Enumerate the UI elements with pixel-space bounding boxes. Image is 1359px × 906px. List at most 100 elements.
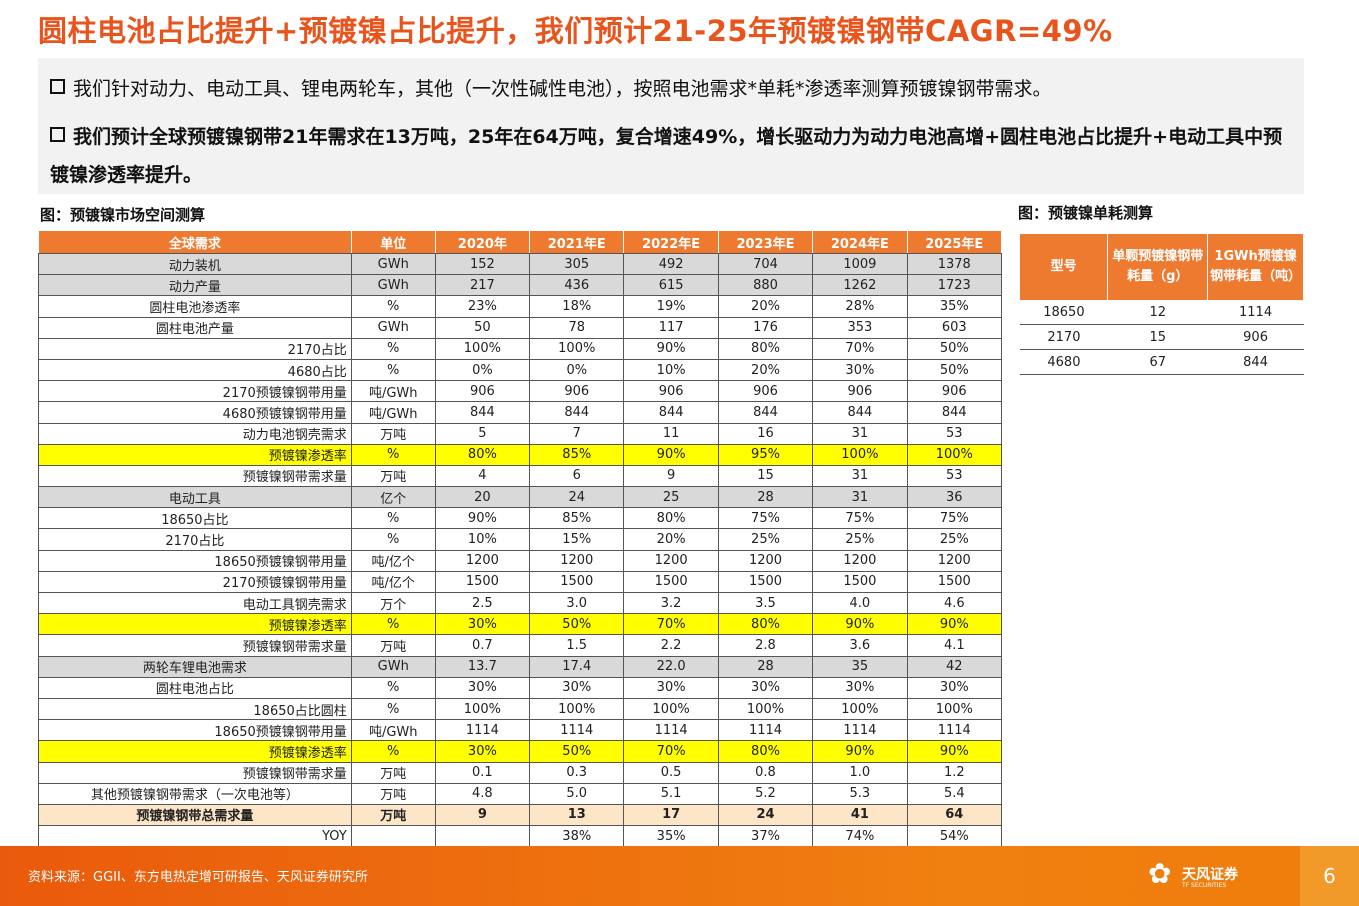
table-cell: 18%: [529, 295, 625, 318]
table-cell: 1500: [812, 570, 908, 594]
table-cell: 67: [1107, 349, 1208, 375]
square-bullet-icon: [50, 79, 65, 94]
table-row: 两轮车锂电池需求 GWh 13.7 17.4 22.0 28 35 42: [38, 655, 1003, 678]
table-cell: 20: [434, 486, 531, 509]
table-cell: 15%: [529, 528, 625, 551]
table-cell: 70%: [623, 740, 719, 763]
table-cell: 704: [717, 252, 814, 276]
row-label: 动力产量: [38, 274, 352, 297]
table-cell: 50%: [906, 358, 1003, 382]
column-header: 型号: [1020, 234, 1109, 300]
table-cell: 30%: [812, 358, 908, 382]
row-unit: %: [350, 740, 436, 763]
table-cell: 4680: [1020, 349, 1108, 375]
table-cell: 53: [906, 464, 1003, 488]
table-cell: 100%: [434, 697, 531, 721]
table-cell: 4.6: [906, 591, 1003, 615]
table-cell: 3.0: [529, 591, 625, 615]
market-size-table: 全球需求 单位 2020年 2021年E 2022年E 2023年E 2024年E 2025年…: [38, 230, 1003, 848]
row-unit: %: [350, 528, 436, 551]
table-cell: 6: [529, 464, 625, 488]
slide-title: 圆柱电池占比提升+预镀镍占比提升，我们预计21-25年预镀镍钢带CAGR=49%: [38, 14, 1113, 48]
table-cell: 38%: [529, 825, 625, 848]
table-cell: 30%: [434, 676, 531, 699]
table-cell: 603: [906, 316, 1003, 339]
table-row: 4680预镀镍钢带用量 吨/GWh 844 844 844 844 844 844: [38, 401, 1003, 424]
table-cell: 80%: [717, 740, 814, 763]
row-unit: GWh: [350, 655, 436, 678]
table-cell: 10%: [434, 528, 531, 551]
row-label: 18650占比: [38, 507, 352, 530]
table-cell: 30%: [434, 740, 531, 763]
table-row: 圆柱电池产量 GWh 50 78 117 176 353 603: [38, 316, 1003, 339]
table-row: 2170预镀镍钢带用量 吨/GWh 906 906 906 906 906 906: [38, 380, 1003, 403]
row-unit: 万吨: [350, 803, 436, 827]
row-unit: 万吨: [350, 761, 436, 784]
table-cell: 23%: [434, 295, 531, 318]
table-cell: 30%: [529, 676, 625, 699]
table-row: 动力装机 GWh 152 305 492 704 1009 1378: [38, 252, 1003, 276]
table-cell: 5.4: [906, 782, 1003, 805]
table-row: 圆柱电池渗透率% 23% 18% 19% 20% 28% 35%: [38, 295, 1003, 318]
row-label: 圆柱电池占比: [38, 676, 352, 699]
table-cell: 1723: [906, 274, 1003, 297]
row-label: 预镀镍渗透率: [38, 740, 352, 763]
table-cell: 28: [717, 486, 814, 509]
table-cell: 100%: [906, 697, 1003, 721]
table-cell: 13: [529, 803, 625, 827]
table-cell: 844: [812, 401, 908, 424]
table-row: 2170占比% 100% 100% 90% 80% 70% 50%: [38, 337, 1003, 360]
table-cell: 217: [434, 274, 531, 297]
table-cell: 25%: [717, 528, 814, 551]
table-cell: 24: [717, 803, 814, 827]
table-cell: 9: [434, 803, 531, 827]
row-unit: %: [350, 443, 436, 466]
row-unit: 万吨: [350, 464, 436, 488]
row-label: 2170预镀镍钢带用量: [38, 380, 352, 403]
table-cell: 15: [717, 464, 814, 488]
table-cell: 1500: [717, 570, 814, 594]
table-cell: 2.8: [717, 634, 814, 657]
table-row: 4680 67 844: [1020, 349, 1304, 375]
table-cell: 30%: [906, 676, 1003, 699]
table-cell: 5: [434, 422, 531, 445]
column-header: 2022年E: [623, 230, 719, 254]
column-header: 2020年: [434, 230, 531, 254]
table-cell: 15: [1107, 324, 1208, 350]
table-cell: 880: [717, 274, 814, 297]
table-cell: 64: [906, 803, 1003, 827]
table-cell: 22.0: [623, 655, 719, 678]
table-cell: [434, 825, 531, 848]
column-header: 单位: [350, 230, 436, 254]
table-cell: 844: [717, 401, 814, 424]
column-header: 全球需求: [38, 230, 352, 254]
row-unit: 万吨: [350, 782, 436, 805]
table-cell: 1378: [906, 252, 1003, 276]
table-cell: 305: [529, 252, 625, 276]
row-label: 预镀镍钢带需求量: [38, 634, 352, 657]
row-label: 预镀镍渗透率: [38, 613, 352, 636]
table-cell: 906: [906, 380, 1003, 403]
table-cell: 2170: [1020, 324, 1108, 350]
source-note: 资料来源：GGII、东方电热定增可研报告、天风证券研究所: [28, 870, 368, 885]
table-row: 动力电池钢壳需求 万吨 5 7 11 16 31 53: [38, 422, 1003, 445]
table-row: 2170占比% 10% 15% 20% 25% 25% 25%: [38, 528, 1003, 551]
table-cell: 1500: [529, 570, 625, 594]
table-row: 18650 12 1114: [1020, 300, 1304, 325]
table-cell: 31: [812, 486, 908, 509]
table-cell: 30%: [812, 676, 908, 699]
bullet-item: 我们预计全球预镀镍钢带21年需求在13万吨，25年在64万吨，复合增速49%，增…: [50, 126, 1283, 186]
table-cell: 1114: [529, 719, 625, 742]
row-unit: 万个: [350, 591, 436, 615]
table-cell: 10%: [623, 358, 719, 382]
column-header: 1GWh预镀镍钢带耗量（吨）: [1207, 234, 1304, 300]
column-header: 2024年E: [812, 230, 908, 254]
table-cell: 36: [906, 486, 1003, 509]
table-cell: 90%: [812, 613, 908, 636]
table-header-row: 型号 单颗预镀镍钢带耗量（g） 1GWh预镀镍钢带耗量（吨）: [1020, 234, 1304, 300]
table-cell: 90%: [906, 740, 1003, 763]
table-cell: 1.0: [812, 761, 908, 784]
column-header: 2023年E: [717, 230, 814, 254]
table-cell: 0%: [434, 358, 531, 382]
row-unit: %: [350, 358, 436, 382]
